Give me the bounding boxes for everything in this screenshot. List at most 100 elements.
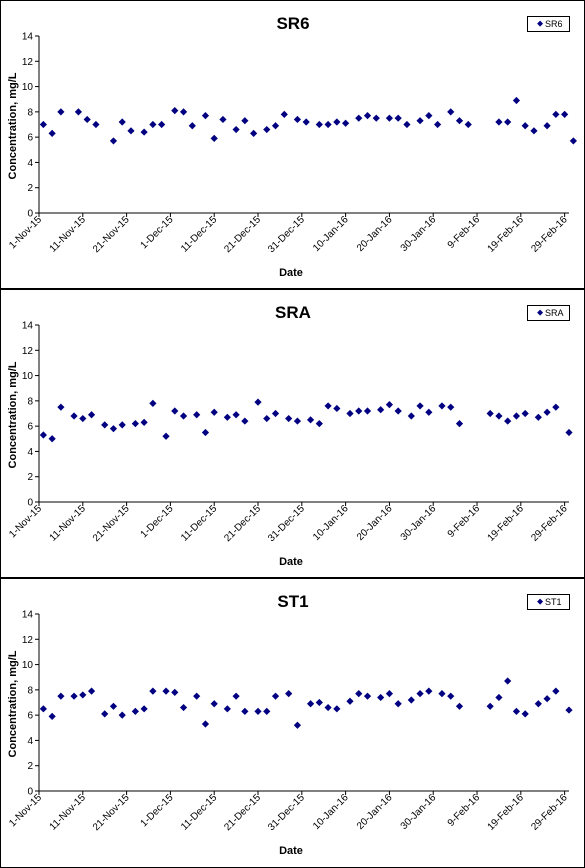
data-point	[407, 412, 415, 420]
y-tick-label: 6	[27, 422, 33, 433]
y-tick-label: 10	[22, 660, 34, 671]
legend-label: SRA	[545, 308, 564, 318]
data-point	[315, 120, 323, 129]
data-point	[394, 700, 402, 708]
data-point	[534, 413, 542, 421]
legend: SR6	[527, 16, 570, 32]
legend-box	[527, 16, 570, 32]
data-point	[92, 120, 100, 129]
data-point	[543, 408, 551, 416]
y-tick-label: 0	[27, 787, 33, 798]
data-point	[372, 114, 380, 122]
chart-title: ST1	[277, 592, 308, 611]
data-point	[394, 114, 402, 122]
data-point	[232, 411, 240, 419]
data-point	[39, 431, 47, 439]
data-point	[561, 110, 569, 118]
data-point	[486, 702, 494, 710]
data-point	[346, 409, 354, 418]
data-point	[552, 687, 560, 695]
data-point	[254, 398, 262, 406]
data-point	[363, 112, 372, 120]
data-point	[74, 108, 83, 116]
chart-panel-sra: SRA 0 2 4 6 8 10 12 14 1-Nov-15 11-Nov-15 21-Nov-15…	[0, 289, 585, 578]
data-point	[271, 409, 280, 418]
data-point	[179, 412, 188, 420]
data-point	[504, 118, 512, 126]
data-point	[109, 137, 118, 145]
y-tick-label: 10	[22, 371, 34, 382]
data-point	[521, 409, 529, 418]
data-point	[232, 125, 240, 134]
data-point	[495, 412, 503, 420]
panel-frame	[0, 0, 585, 289]
data-point	[495, 693, 503, 702]
data-point	[363, 407, 372, 415]
data-point	[394, 407, 402, 415]
data-point	[534, 700, 542, 708]
y-tick-label: 4	[27, 736, 33, 747]
y-tick-label: 14	[22, 610, 34, 621]
y-tick-label: 0	[27, 209, 33, 220]
data-point	[271, 692, 280, 700]
legend-label: ST1	[545, 597, 562, 607]
data-point	[210, 700, 218, 708]
data-point	[464, 120, 472, 129]
data-point	[407, 696, 415, 704]
y-tick-label: 6	[27, 711, 33, 722]
data-point	[342, 119, 350, 127]
data-point	[569, 137, 577, 145]
data-point	[552, 110, 560, 118]
y-tick-label: 2	[27, 472, 33, 483]
data-point	[140, 128, 148, 136]
y-tick-label: 8	[27, 396, 33, 407]
data-point	[193, 411, 201, 419]
data-point	[416, 402, 424, 410]
data-point	[377, 406, 385, 414]
data-point	[355, 407, 363, 415]
data-point	[83, 115, 91, 124]
data-point	[521, 122, 529, 130]
legend-box	[527, 594, 570, 610]
legend-box	[527, 305, 570, 321]
data-point	[504, 677, 512, 685]
data-point	[223, 413, 231, 421]
y-tick-label: 0	[27, 498, 33, 509]
data-point	[355, 114, 363, 122]
data-point	[565, 428, 573, 437]
y-tick-label: 10	[22, 82, 34, 93]
y-tick-label: 2	[27, 183, 33, 194]
y-tick-label: 12	[22, 346, 34, 357]
data-point	[447, 403, 455, 411]
data-point	[363, 692, 372, 700]
data-point	[315, 698, 323, 707]
y-tick-label: 6	[27, 133, 33, 144]
data-point	[271, 122, 280, 130]
y-tick-label: 12	[22, 635, 34, 646]
legend-label: SR6	[545, 19, 563, 29]
data-point	[280, 110, 288, 118]
data-point	[302, 118, 310, 126]
data-point	[455, 117, 464, 125]
data-point	[158, 120, 166, 129]
y-tick-label: 8	[27, 685, 33, 696]
data-point	[57, 108, 65, 116]
panel-frame	[0, 289, 585, 578]
data-point	[425, 112, 433, 120]
y-axis-label: Concentration, mg/L	[7, 361, 19, 468]
data-point	[512, 412, 521, 420]
data-point	[254, 707, 262, 715]
data-point	[447, 108, 455, 116]
data-point	[201, 720, 210, 728]
data-point	[293, 115, 302, 124]
data-point	[455, 702, 464, 710]
data-point	[219, 115, 227, 124]
data-point	[293, 721, 302, 729]
data-point	[486, 409, 494, 418]
data-point	[201, 428, 210, 437]
data-point	[210, 134, 218, 143]
data-point	[188, 122, 196, 130]
data-point	[447, 692, 455, 700]
